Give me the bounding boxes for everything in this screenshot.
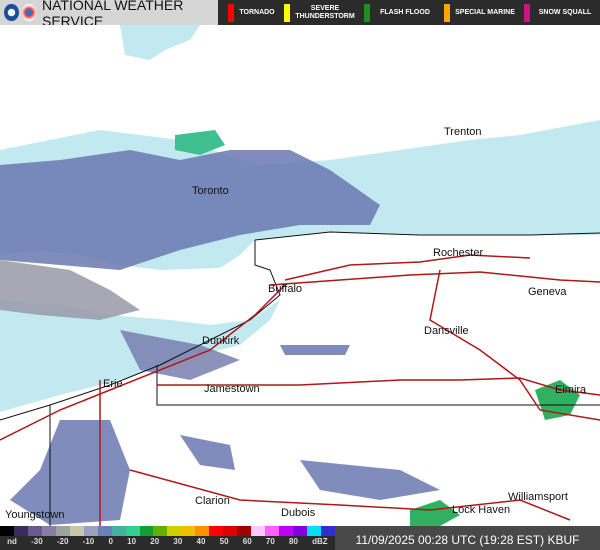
city-label: Dansville [424, 325, 469, 337]
dbz-color-swatch [13, 526, 28, 536]
echo-green [535, 380, 580, 420]
city-label: Buffalo [268, 283, 302, 295]
timestamp-bar: 11/09/2025 00:28 UTC (19:28 EST) KBUF [335, 526, 600, 550]
city-label: Youngstown [5, 509, 65, 521]
dbz-color-swatch [306, 526, 321, 536]
warning-swatch [444, 3, 450, 22]
dbz-color-swatch [181, 526, 196, 536]
dbz-color-swatch [293, 526, 307, 536]
city-label: Lock Haven [452, 504, 510, 516]
dbz-tick-label: 30 [173, 537, 183, 546]
station-id: KBUF [547, 533, 580, 547]
city-label: Jamestown [204, 383, 260, 395]
warning-swatch [524, 3, 530, 22]
city-label: Toronto [192, 185, 229, 197]
warning-label: FLASH FLOOD [380, 8, 430, 16]
city-label: Elmira [555, 384, 587, 396]
echo-green [175, 130, 225, 155]
warning-flash-flood: FLASH FLOOD [364, 3, 436, 22]
header: NATIONAL WEATHER SERVICE TORNADO SEVERE T… [0, 0, 600, 29]
dbz-color-swatch [195, 526, 210, 536]
dbz-tick-label: -10 [82, 537, 95, 546]
brand: NATIONAL WEATHER SERVICE [0, 0, 218, 29]
warning-label: TORNADO [239, 8, 275, 16]
warning-tornado: TORNADO [228, 3, 276, 22]
dbz-legend: nd -30 -20 -10 0 10 20 30 40 50 60 70 80 dBZ [0, 526, 335, 550]
footer: nd -30 -20 -10 0 10 20 30 40 50 60 70 80 dBZ 11/09/20… [0, 526, 600, 550]
dbz-color-swatch [167, 526, 182, 536]
dbz-color-swatch [153, 526, 168, 536]
dbz-tick-label: 20 [150, 537, 160, 546]
echo-green [410, 500, 460, 526]
city-label: Rochester [433, 247, 483, 259]
dbz-tick-label: 50 [219, 537, 229, 546]
dbz-tick-label: 60 [242, 537, 252, 546]
warning-label: SPECIAL MARINE [455, 8, 515, 16]
dbz-tick-label: 0 [108, 537, 113, 546]
city-label: Erie [103, 378, 123, 390]
city-label: Geneva [528, 286, 567, 298]
dbz-color-swatch [251, 526, 266, 536]
highways [0, 254, 600, 526]
city-label: Dubois [281, 507, 316, 519]
timestamp: 11/09/2025 00:28 UTC (19:28 EST) [355, 533, 545, 547]
warning-label: SEVERE THUNDERSTORM [295, 4, 355, 20]
city-label: Clarion [195, 495, 230, 507]
warning-snow-squall: SNOW SQUALL [524, 3, 596, 22]
radar-map[interactable]: Trenton Toronto Rochester Buffalo Geneva Dans… [0, 25, 600, 526]
city-labels: Trenton Toronto Rochester Buffalo Geneva Dans… [5, 126, 587, 521]
warning-swatch [284, 3, 290, 22]
dbz-tick-label: 40 [196, 537, 206, 546]
dbz-tick-label: dBZ [312, 537, 328, 546]
warning-special-marine: SPECIAL MARINE [444, 3, 516, 22]
noaa-logo [4, 4, 19, 21]
city-label: Dunkirk [202, 335, 240, 347]
dbz-color-swatch [125, 526, 140, 536]
state-borders [0, 231, 600, 526]
dbz-color-swatch [97, 526, 112, 536]
dbz-tick-label: 70 [265, 537, 275, 546]
lake-simcoe-georgian [120, 25, 200, 60]
dbz-color-swatch [83, 526, 98, 536]
dbz-color-swatch [209, 526, 224, 536]
city-label: Williamsport [508, 491, 568, 503]
nws-logo [21, 4, 36, 21]
city-label: Trenton [444, 126, 482, 138]
warning-swatch [228, 3, 234, 22]
dbz-color-swatch [237, 526, 252, 536]
page-title: NATIONAL WEATHER SERVICE [42, 0, 184, 29]
warning-legend: TORNADO SEVERE THUNDERSTORM FLASH FLOOD SPE… [218, 0, 600, 25]
warning-swatch [364, 3, 370, 22]
dbz-color-swatch [55, 526, 70, 536]
dbz-color-swatch [265, 526, 280, 536]
dbz-tick-label: -20 [56, 537, 69, 546]
warning-label: SNOW SQUALL [538, 8, 592, 16]
dbz-tick-label: nd [7, 537, 17, 546]
warning-severe-thunderstorm: SEVERE THUNDERSTORM [284, 3, 356, 22]
dbz-tick-label: 10 [127, 537, 137, 546]
dbz-tick-label: 80 [289, 537, 298, 546]
dbz-color-bar [0, 526, 335, 536]
dbz-color-swatch [320, 526, 335, 536]
dbz-color-swatch [41, 526, 56, 536]
dbz-color-swatch [223, 526, 238, 536]
dbz-color-swatch [0, 526, 14, 536]
dbz-color-swatch [27, 526, 42, 536]
dbz-color-swatch [279, 526, 294, 536]
dbz-color-swatch [111, 526, 126, 536]
dbz-color-swatch [69, 526, 84, 536]
dbz-tick-label: -30 [31, 537, 43, 546]
dbz-color-swatch [139, 526, 154, 536]
